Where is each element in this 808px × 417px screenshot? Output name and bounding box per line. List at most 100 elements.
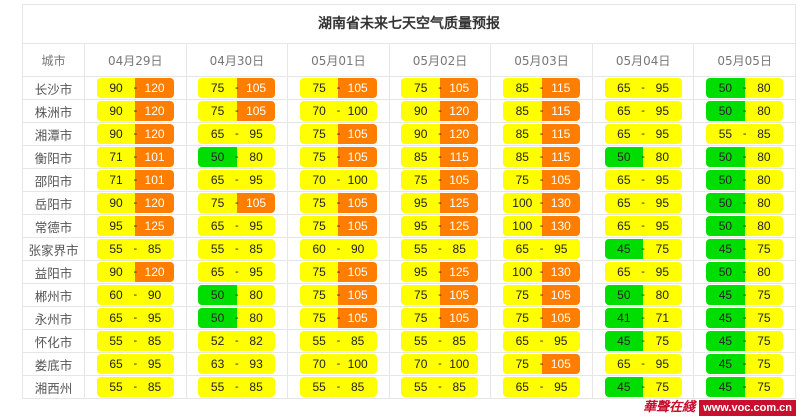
aqi-high: 105 xyxy=(541,308,581,329)
aqi-high: 95 xyxy=(643,170,682,191)
city-name: 永州市 xyxy=(22,306,85,330)
forecast-cell: 65 95- xyxy=(490,237,593,261)
forecast-cell: 90 120- xyxy=(84,191,187,215)
aqi-range-badge: 75 105- xyxy=(401,78,479,99)
forecast-cell: 55 85- xyxy=(388,237,492,261)
column-header-date: 05月02日 xyxy=(388,43,492,77)
aqi-range-badge: 65 95- xyxy=(198,170,276,191)
aqi-low: 63 xyxy=(198,354,237,375)
forecast-cell: 75 105- xyxy=(388,306,492,330)
range-separator: - xyxy=(438,312,442,325)
aqi-low: 85 xyxy=(503,78,542,99)
aqi-high: 105 xyxy=(338,285,377,306)
forecast-cell: 65 95- xyxy=(591,76,695,100)
column-header-date: 05月03日 xyxy=(490,43,593,77)
range-separator: - xyxy=(742,358,747,371)
range-separator: - xyxy=(742,289,747,302)
forecast-cell: 90 120- xyxy=(84,76,187,100)
range-separator: - xyxy=(336,197,341,210)
aqi-high: 95 xyxy=(643,78,682,99)
range-separator: - xyxy=(133,243,138,256)
aqi-high: 85 xyxy=(439,239,479,260)
range-separator: - xyxy=(539,174,544,187)
range-separator: - xyxy=(742,82,747,95)
aqi-range-badge: 45 75- xyxy=(706,331,784,352)
forecast-cell: 95 125- xyxy=(388,260,492,284)
aqi-high: 105 xyxy=(439,308,479,329)
aqi-high: 130 xyxy=(541,193,581,214)
aqi-range-badge: 75 105- xyxy=(299,285,377,306)
aqi-range-badge: 65 95- xyxy=(604,78,682,99)
aqi-high: 95 xyxy=(236,124,276,145)
watermark-logo: 華聲在綫 www.voc.com.cn xyxy=(643,399,796,416)
forecast-cell: 55 85- xyxy=(84,237,187,261)
aqi-high: 125 xyxy=(135,216,174,237)
aqi-range-badge: 75 105- xyxy=(401,170,479,191)
range-separator: - xyxy=(133,151,138,164)
aqi-low: 50 xyxy=(706,147,745,168)
aqi-high: 115 xyxy=(541,147,581,168)
forecast-cell: 100 130- xyxy=(490,191,593,215)
aqi-range-badge: 100 130- xyxy=(503,193,581,214)
range-separator: - xyxy=(742,174,747,187)
forecast-cell: 75 105- xyxy=(185,99,289,123)
range-separator: - xyxy=(133,358,138,371)
aqi-high: 85 xyxy=(439,377,479,398)
forecast-cell: 75 105- xyxy=(388,283,492,307)
aqi-range-badge: 90 120- xyxy=(96,101,174,122)
aqi-high: 105 xyxy=(338,216,377,237)
range-separator: - xyxy=(539,266,544,279)
range-separator: - xyxy=(438,381,442,394)
aqi-high: 125 xyxy=(439,262,479,283)
aqi-high: 101 xyxy=(135,147,174,168)
forecast-cell: 55 85- xyxy=(84,375,187,399)
aqi-low: 95 xyxy=(401,216,440,237)
city-name: 娄底市 xyxy=(22,352,85,376)
aqi-low: 50 xyxy=(706,193,745,214)
forecast-cell: 65 95- xyxy=(591,99,695,123)
aqi-high: 95 xyxy=(643,262,682,283)
forecast-cell: 75 105- xyxy=(287,122,390,146)
aqi-range-badge: 90 120- xyxy=(401,124,479,145)
range-separator: - xyxy=(742,335,747,348)
range-separator: - xyxy=(235,105,239,118)
aqi-high: 85 xyxy=(236,377,276,398)
aqi-range-badge: 45 75- xyxy=(604,377,682,398)
aqi-range-badge: 45 75- xyxy=(706,377,784,398)
forecast-cell: 75 105- xyxy=(287,191,390,215)
aqi-high: 100 xyxy=(439,354,479,375)
range-separator: - xyxy=(235,82,239,95)
aqi-high: 125 xyxy=(439,193,479,214)
aqi-low: 55 xyxy=(198,239,237,260)
aqi-low: 70 xyxy=(299,101,339,122)
aqi-range-badge: 75 105- xyxy=(503,354,581,375)
aqi-range-badge: 45 75- xyxy=(706,354,784,375)
range-separator: - xyxy=(742,220,747,233)
forecast-cell: 75 105- xyxy=(287,283,390,307)
page-title: 湖南省未来七天空气质量预报 xyxy=(22,4,796,43)
range-separator: - xyxy=(336,151,341,164)
aqi-range-badge: 71 101- xyxy=(96,147,174,168)
aqi-range-badge: 75 105- xyxy=(299,193,377,214)
aqi-low: 85 xyxy=(503,124,542,145)
aqi-range-badge: 50 80- xyxy=(604,147,682,168)
aqi-range-badge: 60 90- xyxy=(299,239,377,260)
aqi-high: 120 xyxy=(135,262,174,283)
aqi-range-badge: 70 100- xyxy=(299,354,377,375)
aqi-low: 50 xyxy=(706,101,745,122)
aqi-low: 65 xyxy=(604,216,644,237)
aqi-high: 105 xyxy=(541,354,581,375)
aqi-low: 45 xyxy=(706,308,745,329)
table-row: 郴州市 60 90-50 80-75 105-75 105-75 105-50 80-45 75… xyxy=(22,283,796,307)
aqi-low: 55 xyxy=(401,239,440,260)
range-separator: - xyxy=(133,289,138,302)
forecast-cell: 65 95- xyxy=(591,352,695,376)
aqi-range-badge: 50 80- xyxy=(706,101,784,122)
aqi-high: 95 xyxy=(643,354,682,375)
aqi-high: 115 xyxy=(439,147,479,168)
aqi-high: 100 xyxy=(338,101,377,122)
forecast-cell: 100 130- xyxy=(490,260,593,284)
aqi-low: 55 xyxy=(299,331,339,352)
aqi-low: 75 xyxy=(401,285,440,306)
aqi-high: 80 xyxy=(744,216,784,237)
